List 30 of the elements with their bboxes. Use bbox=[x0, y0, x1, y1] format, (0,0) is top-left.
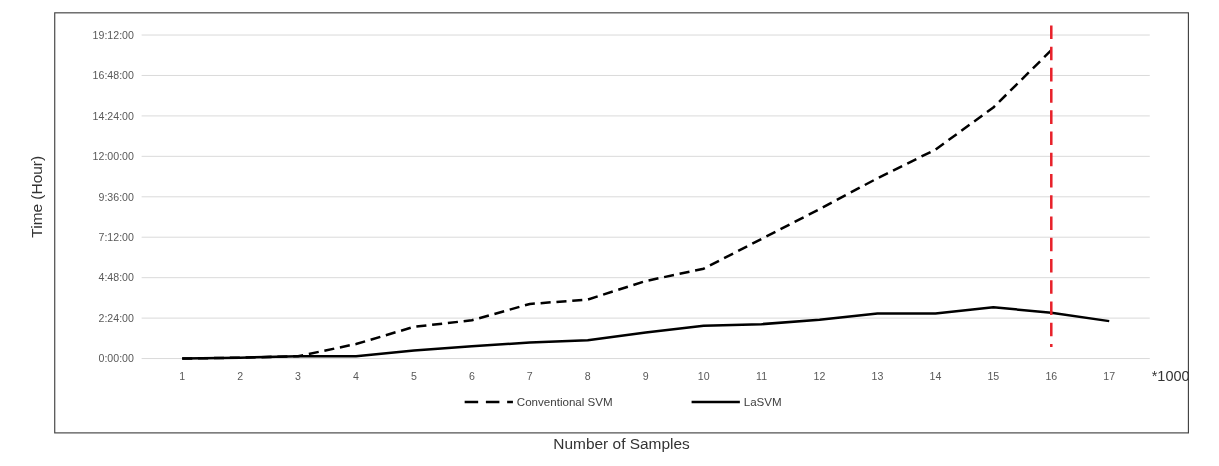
x-tick-label: 6 bbox=[468, 369, 475, 382]
x-tick-label: 10 bbox=[697, 369, 710, 382]
y-tick-label: 0:00:00 bbox=[98, 352, 134, 365]
x-tick-label: 14 bbox=[929, 369, 942, 382]
x-tick-label: 2 bbox=[237, 369, 244, 382]
x-tick-label: 16 bbox=[1045, 369, 1058, 382]
y-tick-label: 2:24:00 bbox=[98, 311, 134, 324]
y-tick-label: 9:36:00 bbox=[98, 190, 134, 203]
legend-label: LaSVM bbox=[743, 396, 782, 409]
y-tick-label: 14:24:00 bbox=[92, 109, 134, 122]
x-tick-label: 9 bbox=[642, 369, 649, 382]
x-tick-label: 1 bbox=[179, 369, 186, 382]
y-tick-label: 19:12:00 bbox=[92, 28, 134, 41]
x-tick-label: 11 bbox=[756, 369, 768, 382]
x-tick-label: 15 bbox=[987, 369, 1000, 382]
x-tick-label: 17 bbox=[1103, 369, 1116, 382]
y-tick-label: 12:00:00 bbox=[92, 150, 134, 163]
x-tick-label: 3 bbox=[295, 369, 302, 382]
x-axis-title: Number of Samples bbox=[553, 435, 691, 453]
y-tick-label: 16:48:00 bbox=[92, 69, 134, 82]
legend-label: Conventional SVM bbox=[516, 396, 613, 409]
x-tick-label: 12 bbox=[813, 369, 826, 382]
x-tick-label: 13 bbox=[871, 369, 884, 382]
x-tick-label: 8 bbox=[584, 369, 591, 382]
x-tick-label: 5 bbox=[411, 369, 417, 382]
x-tick-label: 7 bbox=[526, 369, 533, 382]
x-tick-label: 4 bbox=[353, 369, 360, 382]
y-axis-title: Time (Hour) bbox=[28, 155, 46, 238]
y-tick-label: 4:48:00 bbox=[98, 271, 134, 284]
y-tick-label: 7:12:00 bbox=[98, 230, 134, 243]
